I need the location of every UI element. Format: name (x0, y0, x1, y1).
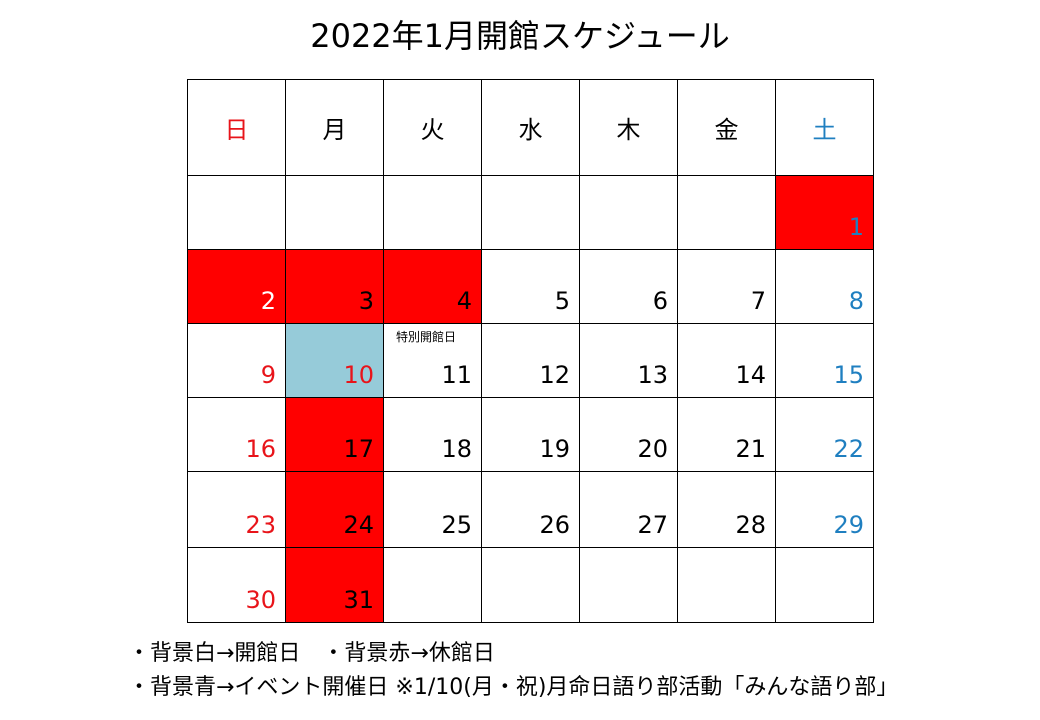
day-cell-special-open: 特別開館日 11 (383, 323, 482, 398)
day-cell-empty (579, 547, 678, 623)
day-cell-open: 13 (579, 323, 678, 398)
day-cell-open: 6 (579, 249, 678, 324)
week-row-2: 2 3 4 5 6 7 8 (187, 249, 874, 324)
day-number: 21 (735, 435, 766, 463)
day-cell-open: 19 (481, 397, 580, 472)
week-row-3: 9 10 特別開館日 11 12 13 14 15 (187, 323, 874, 398)
day-number: 28 (735, 511, 766, 539)
day-number: 24 (343, 511, 374, 539)
day-cell-open: 12 (481, 323, 580, 398)
legend-line-1: ・背景白→開館日 ・背景赤→休館日 (128, 641, 495, 666)
weekday-tuesday: 火 (383, 79, 482, 176)
day-number: 5 (554, 287, 570, 315)
day-number: 1 (848, 213, 864, 241)
weekday-sunday: 日 (187, 79, 286, 176)
day-number: 9 (260, 361, 276, 389)
day-number: 22 (833, 435, 864, 463)
day-cell-empty (775, 547, 874, 623)
calendar-table: 日 月 火 水 木 金 土 1 2 3 4 5 6 7 8 9 10 特別開館日… (187, 79, 874, 623)
day-cell-open: 7 (677, 249, 776, 324)
day-cell-open: 18 (383, 397, 482, 472)
day-number: 26 (539, 511, 570, 539)
day-cell-open: 25 (383, 471, 482, 548)
day-cell-empty (677, 175, 776, 250)
day-cell-open: 5 (481, 249, 580, 324)
day-number: 20 (637, 435, 668, 463)
day-number: 11 (441, 361, 472, 389)
day-cell-open: 29 (775, 471, 874, 548)
day-cell-open: 15 (775, 323, 874, 398)
day-number: 17 (343, 435, 374, 463)
day-cell-open: 22 (775, 397, 874, 472)
day-number: 18 (441, 435, 472, 463)
day-number: 31 (343, 586, 374, 614)
day-cell-closed: 17 (285, 397, 384, 472)
day-cell-open: 14 (677, 323, 776, 398)
day-cell-open: 8 (775, 249, 874, 324)
day-cell-closed: 1 (775, 175, 874, 250)
day-cell-closed: 4 (383, 249, 482, 324)
weekday-monday: 月 (285, 79, 384, 176)
day-cell-empty (579, 175, 678, 250)
day-number: 8 (848, 287, 864, 315)
day-cell-open: 21 (677, 397, 776, 472)
day-number: 25 (441, 511, 472, 539)
day-number: 23 (245, 511, 276, 539)
day-cell-empty (187, 175, 286, 250)
day-cell-closed: 2 (187, 249, 286, 324)
day-cell-closed: 31 (285, 547, 384, 623)
day-number: 12 (539, 361, 570, 389)
day-cell-empty (383, 175, 482, 250)
day-cell-open: 23 (187, 471, 286, 548)
week-row-5: 23 24 25 26 27 28 29 (187, 471, 874, 548)
day-number: 29 (833, 511, 864, 539)
weekday-saturday: 土 (775, 79, 874, 176)
day-number: 3 (358, 287, 374, 315)
weekday-header-row: 日 月 火 水 木 金 土 (187, 79, 874, 176)
day-number: 30 (245, 586, 276, 614)
day-cell-empty (481, 547, 580, 623)
day-number: 13 (637, 361, 668, 389)
page-title: 2022年1月開館スケジュール (310, 17, 730, 55)
day-cell-open: 27 (579, 471, 678, 548)
day-cell-empty (383, 547, 482, 623)
day-cell-empty (677, 547, 776, 623)
day-cell-open: 9 (187, 323, 286, 398)
day-cell-empty (285, 175, 384, 250)
day-number: 6 (652, 287, 668, 315)
day-cell-open: 20 (579, 397, 678, 472)
week-row-1: 1 (187, 175, 874, 250)
day-number: 27 (637, 511, 668, 539)
day-number: 14 (735, 361, 766, 389)
week-row-4: 16 17 18 19 20 21 22 (187, 397, 874, 472)
special-open-note: 特別開館日 (396, 330, 457, 344)
week-row-6: 30 31 (187, 547, 874, 623)
day-number: 15 (833, 361, 864, 389)
day-cell-open: 30 (187, 547, 286, 623)
day-number: 4 (456, 287, 472, 315)
day-cell-closed: 3 (285, 249, 384, 324)
day-cell-open: 16 (187, 397, 286, 472)
day-cell-closed: 24 (285, 471, 384, 548)
day-number: 2 (260, 287, 276, 315)
day-cell-event: 10 (285, 323, 384, 398)
weekday-friday: 金 (677, 79, 776, 176)
day-number: 10 (343, 361, 374, 389)
day-number: 19 (539, 435, 570, 463)
legend-line-2: ・背景青→イベント開催日 ※1/10(月・祝)月命日語り部活動「みんな語り部」 (128, 675, 899, 700)
day-number: 16 (245, 435, 276, 463)
day-cell-open: 28 (677, 471, 776, 548)
day-number: 7 (750, 287, 766, 315)
weekday-thursday: 木 (579, 79, 678, 176)
weekday-wednesday: 水 (481, 79, 580, 176)
day-cell-empty (481, 175, 580, 250)
day-cell-open: 26 (481, 471, 580, 548)
